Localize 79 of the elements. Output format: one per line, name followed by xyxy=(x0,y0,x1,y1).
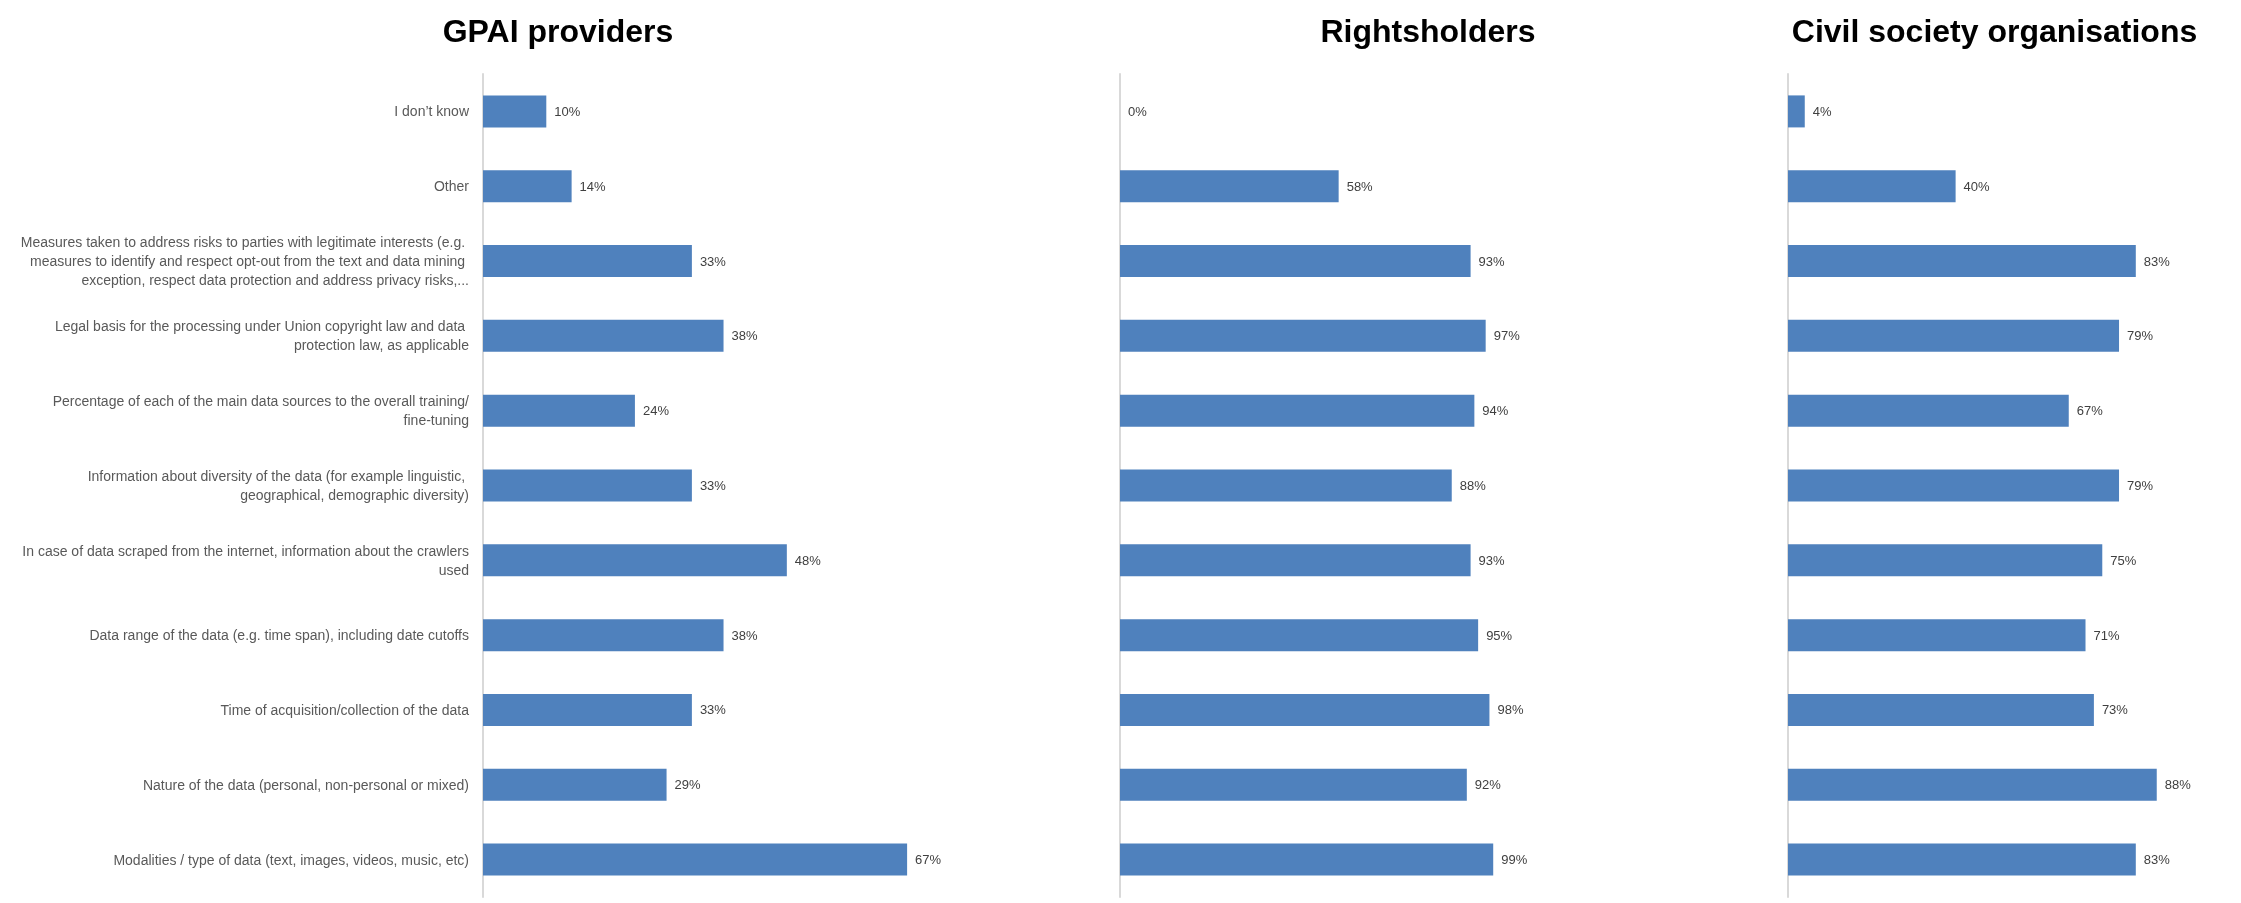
bar xyxy=(1120,469,1452,502)
data-label: 38% xyxy=(731,627,758,643)
data-label: 67% xyxy=(915,852,942,868)
data-label: 71% xyxy=(2093,627,2120,643)
bar xyxy=(1120,319,1486,352)
bar xyxy=(1120,768,1467,801)
data-label: 58% xyxy=(1346,178,1374,194)
bar xyxy=(1120,619,1479,652)
bar xyxy=(1120,245,1471,278)
data-label: 79% xyxy=(2127,328,2154,344)
bar xyxy=(1120,693,1490,726)
data-label: 40% xyxy=(1963,178,1991,194)
y-tick-label: Information about diversity of the data (for example linguistic, geographical, demographic diversity) xyxy=(87,468,469,503)
data-label: 83% xyxy=(2143,253,2171,269)
bar xyxy=(483,170,572,203)
bar xyxy=(483,95,547,128)
bar xyxy=(1788,245,2136,278)
y-tick-label: I don’t know xyxy=(394,103,470,120)
data-label: 73% xyxy=(2101,702,2129,718)
data-label: 99% xyxy=(1501,852,1528,868)
data-label: 88% xyxy=(2164,777,2192,793)
data-label: 38% xyxy=(731,328,758,344)
y-tick-label: In case of data scraped from the internet, information about the crawlers used xyxy=(22,542,469,578)
bar xyxy=(483,469,692,502)
data-label: 92% xyxy=(1474,777,1502,793)
data-label: 95% xyxy=(1486,627,1513,643)
bar xyxy=(483,768,667,801)
bar xyxy=(1120,394,1475,427)
bar xyxy=(483,843,908,876)
y-tick-label: Nature of the data (personal, non-personal or mixed) xyxy=(142,776,469,793)
bar xyxy=(1788,693,2094,726)
bar xyxy=(1120,544,1471,577)
data-label: 93% xyxy=(1478,552,1506,568)
data-label: 67% xyxy=(2076,403,2104,419)
y-tick-label: Measures taken to address risks to parties with legitimate interests (e.g. measures to identify and respect opt-out from the text and data mining exception, respect data protection and address privacy risks,... xyxy=(20,234,469,289)
data-label: 14% xyxy=(579,178,607,194)
bar xyxy=(1788,619,2086,652)
y-tick-label: Other xyxy=(433,178,470,195)
data-label: 10% xyxy=(554,103,581,119)
bar xyxy=(1788,768,2157,801)
bar xyxy=(483,544,787,577)
data-label: 94% xyxy=(1482,403,1509,419)
data-label: 75% xyxy=(2110,552,2137,568)
bar xyxy=(1120,170,1339,203)
data-label: 4% xyxy=(1812,103,1832,119)
y-tick-label: Modalities / type of data (text, images, videos, music, etc) xyxy=(113,851,469,868)
bar xyxy=(1120,843,1494,876)
bar xyxy=(1788,394,2069,427)
chart-title: Civil society organisations xyxy=(1791,13,2198,49)
data-label: 29% xyxy=(674,777,702,793)
bar xyxy=(1788,170,1956,203)
data-label: 83% xyxy=(2143,852,2171,868)
chart-title: GPAI providers xyxy=(442,13,674,49)
bar xyxy=(1788,319,2120,352)
bar xyxy=(483,245,692,278)
data-label: 33% xyxy=(699,253,727,269)
bar xyxy=(483,394,635,427)
data-label: 33% xyxy=(699,478,727,493)
y-tick-label: Legal basis for the processing under Union copyright law and data protection law, as applicable xyxy=(54,318,470,354)
data-label: 48% xyxy=(794,552,822,568)
data-label: 24% xyxy=(642,403,670,419)
y-tick-label: Data range of the data (e.g. time span), including date cutoffs xyxy=(89,627,469,644)
y-tick-label: Time of acquisition/collection of the data xyxy=(220,701,470,718)
bar xyxy=(483,619,724,652)
data-label: 33% xyxy=(699,702,727,718)
bar xyxy=(1788,843,2136,876)
data-label: 93% xyxy=(1478,253,1506,269)
data-label: 79% xyxy=(2127,478,2154,493)
y-tick-label: Percentage of each of the main data sources to the overall training/fine-tuning xyxy=(52,393,470,429)
data-label: 88% xyxy=(1459,478,1487,493)
data-label: 97% xyxy=(1493,328,1521,344)
bar xyxy=(1788,544,2103,577)
bar xyxy=(1788,469,2120,502)
bar xyxy=(483,693,692,726)
chart-title: Rightsholders xyxy=(1320,13,1536,49)
bar xyxy=(483,319,724,352)
bar xyxy=(1788,95,1805,128)
data-label: 0% xyxy=(1128,103,1148,119)
data-label: 98% xyxy=(1497,702,1524,718)
